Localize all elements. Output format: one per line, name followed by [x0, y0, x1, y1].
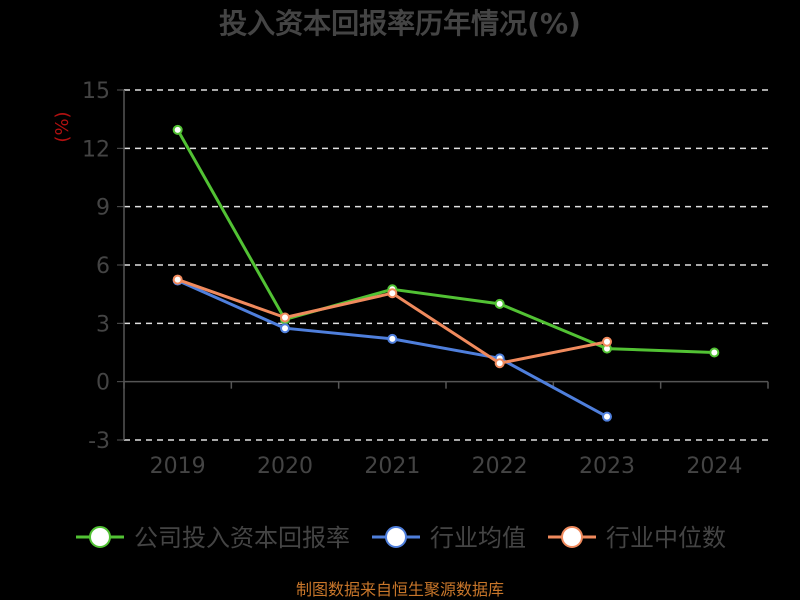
y-axis-label: (%): [52, 111, 73, 142]
y-tick-label: 0: [96, 371, 110, 396]
data-point[interactable]: [172, 274, 183, 285]
data-point[interactable]: [387, 333, 398, 344]
legend-label: 行业均值: [430, 524, 526, 552]
data-point[interactable]: [494, 298, 505, 309]
x-tick-label: 2020: [257, 454, 313, 479]
y-tick-label: 6: [96, 254, 110, 279]
x-tick-label: 2024: [686, 454, 742, 479]
data-point[interactable]: [709, 347, 720, 358]
axes: -3 0 3 6 9 12 15 2019 2020 2021 2022 2023 2024: [82, 79, 769, 479]
series-layer: [172, 124, 720, 422]
data-point[interactable]: [280, 312, 290, 323]
series-1: [172, 124, 720, 358]
data-point[interactable]: [172, 124, 183, 135]
x-tick-label: 2019: [150, 454, 206, 479]
x-tick-label: 2023: [579, 454, 635, 479]
y-tick-label: 15: [82, 79, 110, 104]
chart-title: 投入资本回报率历年情况(%): [219, 7, 581, 40]
source-note: 制图数据来自恒生聚源数据库: [296, 580, 504, 599]
legend-item-2[interactable]: 行业均值: [372, 524, 526, 552]
y-tick-label: 3: [96, 312, 110, 337]
data-point[interactable]: [494, 358, 505, 369]
x-tick-label: 2022: [472, 454, 528, 479]
data-point[interactable]: [602, 411, 612, 422]
legend-marker: [89, 526, 111, 548]
legend-item-1[interactable]: 公司投入资本回报率: [76, 524, 350, 552]
legend-label: 公司投入资本回报率: [134, 524, 350, 552]
grid: [124, 89, 768, 441]
data-point[interactable]: [602, 336, 612, 347]
legend[interactable]: 公司投入资本回报率 行业均值 行业中位数: [76, 524, 726, 552]
y-tick-label: 9: [96, 196, 110, 221]
legend-label: 行业中位数: [606, 524, 726, 552]
y-tick-label: -3: [88, 429, 110, 454]
legend-item-3[interactable]: 行业中位数: [548, 524, 726, 552]
y-tick-label: 12: [82, 137, 110, 162]
data-point[interactable]: [280, 323, 290, 334]
data-point[interactable]: [387, 288, 398, 299]
x-tick-label: 2021: [364, 454, 420, 479]
series-line: [176, 129, 715, 354]
legend-marker: [561, 526, 583, 548]
series-3: [172, 274, 612, 369]
legend-marker: [385, 526, 407, 548]
